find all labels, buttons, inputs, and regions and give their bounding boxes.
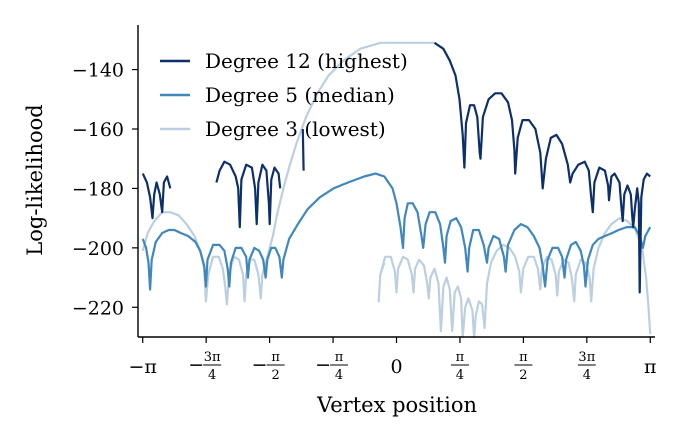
x-tick-label: 0	[390, 356, 402, 378]
series-layer	[141, 41, 652, 339]
x-tick-label: π4	[450, 350, 469, 383]
x-tick-denominator: 2	[519, 368, 527, 383]
series-line-segment	[141, 173, 172, 220]
x-tick-numerator: 3π	[204, 350, 221, 365]
y-ticks: −140 −160 −180 −200 −220	[72, 60, 138, 319]
x-tick-text: π	[644, 356, 657, 378]
series-line-segment	[433, 41, 651, 294]
x-tick-numerator: π	[519, 350, 528, 365]
x-tick-numerator: π	[335, 350, 344, 365]
x-tick-denominator: 4	[456, 368, 464, 383]
series-1	[141, 41, 651, 294]
series-line-segment	[141, 172, 652, 291]
y-tick-label: −200	[72, 238, 124, 260]
x-tick-denominator: 4	[335, 368, 343, 383]
x-tick-sign: −	[315, 354, 331, 376]
legend-label: Degree 12 (highest)	[205, 49, 408, 73]
x-tick-denominator: 2	[271, 368, 279, 383]
y-tick-label: −220	[72, 297, 124, 319]
y-tick-label: −160	[72, 119, 124, 141]
x-tick-sign: −	[188, 354, 204, 376]
y-axis-title: Log-likelihood	[23, 104, 47, 255]
x-tick-label: − π 2	[252, 350, 285, 383]
x-tick-sign: −	[252, 354, 268, 376]
x-tick-text: 0	[390, 356, 402, 378]
x-axis-title: Vertex position	[316, 393, 477, 417]
x-tick-label: −3π 4	[188, 350, 222, 383]
x-tick-numerator: 3π	[578, 350, 595, 365]
y-tick-label: −180	[72, 178, 124, 200]
series-line-segment	[215, 160, 282, 229]
series-line-segment	[141, 41, 435, 306]
x-tick-label: − π 4	[315, 350, 349, 383]
y-tick-label: −140	[72, 60, 124, 82]
legend-label: Degree 5 (median)	[205, 83, 395, 107]
x-tick-denominator: 4	[208, 368, 216, 383]
x-tick-denominator: 4	[583, 368, 591, 383]
x-tick-label: 3π4	[577, 350, 596, 383]
legend: Degree 12 (highest) Degree 5 (median) Degr…	[160, 49, 408, 141]
series-line-segment	[301, 128, 305, 171]
series-3	[141, 41, 652, 339]
series-line-segment	[377, 217, 652, 339]
x-tick-text: −π	[129, 356, 157, 378]
series-2	[141, 172, 652, 291]
x-tick-label: π	[644, 356, 657, 378]
x-tick-label: −π	[129, 356, 157, 378]
x-tick-numerator: π	[456, 350, 465, 365]
x-tick-label: π2	[514, 350, 533, 383]
legend-label: Degree 3 (lowest)	[205, 117, 386, 141]
x-tick-numerator: π	[271, 350, 280, 365]
